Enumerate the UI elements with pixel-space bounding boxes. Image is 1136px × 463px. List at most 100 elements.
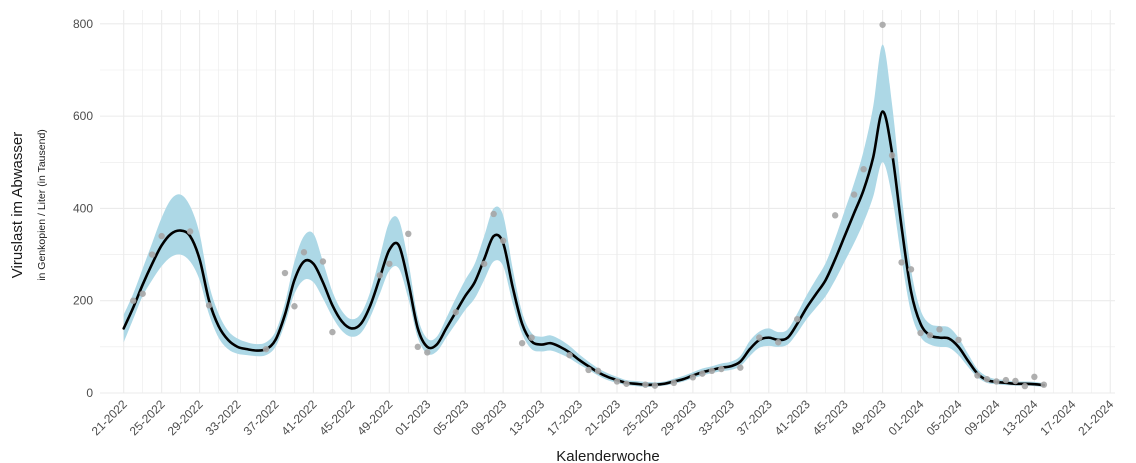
confidence-band-layer [123, 44, 1044, 388]
data-point [775, 339, 782, 346]
data-point [926, 332, 934, 339]
x-tick-label: 37-2023 [734, 397, 775, 438]
x-tick-label: 17-2023 [544, 397, 585, 438]
data-point [158, 232, 165, 240]
data-point [708, 367, 716, 375]
data-point [1040, 381, 1048, 388]
x-tick-label: 21-2024 [1075, 397, 1116, 438]
data-point [1021, 382, 1029, 390]
confidence-band [123, 44, 1044, 388]
x-tick-label: 33-2023 [696, 397, 737, 438]
data-point [319, 258, 327, 265]
data-point [898, 259, 905, 266]
data-point [651, 382, 659, 389]
x-tick-label: 05-2023 [430, 397, 471, 438]
x-tick-label: 21-2023 [582, 397, 623, 438]
data-point [756, 334, 763, 341]
data-point [186, 228, 194, 235]
grid [100, 10, 1115, 394]
x-tick-label: 01-2023 [392, 397, 433, 438]
data-point [983, 375, 991, 383]
data-point [737, 364, 744, 371]
data-point [888, 152, 896, 159]
data-point [262, 345, 270, 353]
x-tick-label: 09-2023 [468, 397, 509, 438]
data-point [405, 230, 412, 238]
data-point [642, 381, 649, 388]
x-tick-label: 37-2022 [241, 397, 282, 438]
data-point [955, 336, 962, 344]
y-axis-ticks: 0 200 400 600 800 [73, 17, 93, 400]
data-point [291, 303, 298, 310]
data-point [907, 266, 915, 273]
data-point [1012, 377, 1019, 385]
data-point [566, 351, 573, 359]
data-point [794, 315, 801, 323]
data-point [689, 374, 697, 381]
x-tick-label: 49-2022 [354, 397, 395, 438]
data-point [613, 378, 621, 385]
x-tick-label: 13-2024 [999, 397, 1040, 438]
y-axis-title: Viruslast im Abwasser [9, 132, 26, 278]
data-point [623, 380, 630, 387]
data-point [670, 379, 678, 387]
x-tick-label: 45-2023 [810, 397, 851, 438]
data-point [993, 378, 1000, 385]
x-tick-label: 13-2023 [506, 397, 547, 438]
x-axis-ticks: 21-202225-202229-202233-202237-202241-20… [89, 397, 1117, 438]
data-point [699, 370, 706, 377]
data-point [480, 260, 488, 267]
data-point [879, 21, 886, 28]
y-axis-subtitle: in Genkopien / Liter (in Tausend) [36, 129, 48, 281]
x-tick-label: 29-2023 [658, 397, 699, 438]
x-tick-label: 17-2024 [1037, 397, 1078, 438]
data-point [148, 251, 156, 258]
data-point [585, 366, 592, 374]
x-tick-label: 25-2023 [620, 397, 661, 438]
x-tick-label: 41-2022 [279, 397, 320, 438]
data-point [205, 302, 213, 309]
data-point [594, 367, 602, 375]
x-tick-label: 29-2022 [165, 397, 206, 438]
y-tick-label: 400 [73, 201, 93, 215]
x-tick-label: 33-2022 [203, 397, 244, 438]
x-tick-label: 45-2022 [316, 397, 357, 438]
data-point [414, 343, 421, 351]
data-point [917, 329, 924, 337]
y-tick-label: 0 [86, 386, 93, 400]
data-point [518, 339, 526, 347]
data-point [281, 269, 289, 277]
data-point [850, 191, 858, 198]
x-tick-label: 49-2023 [848, 397, 889, 438]
data-point [528, 334, 535, 341]
data-point [300, 249, 308, 256]
data-point [974, 372, 981, 379]
data-point [130, 297, 137, 304]
data-point [329, 328, 336, 336]
x-tick-label: 01-2024 [886, 397, 927, 438]
x-tick-label: 21-2022 [89, 397, 130, 438]
y-tick-label: 800 [73, 17, 93, 31]
x-axis-title: Kalenderwoche [556, 448, 659, 463]
y-tick-label: 200 [73, 294, 93, 308]
x-tick-label: 25-2022 [127, 397, 168, 438]
data-point [860, 165, 867, 173]
y-tick-label: 600 [73, 109, 93, 123]
data-point [386, 260, 393, 267]
data-point [139, 290, 146, 297]
data-point [424, 349, 431, 356]
data-point [1031, 373, 1038, 381]
data-point [376, 272, 384, 279]
data-point [499, 237, 507, 244]
x-tick-label: 05-2024 [924, 397, 965, 438]
data-point [1002, 376, 1010, 384]
data-point [718, 365, 725, 373]
x-tick-label: 09-2024 [962, 397, 1003, 438]
data-point [490, 210, 497, 218]
data-point [936, 326, 943, 333]
data-point [831, 212, 839, 219]
data-point [452, 309, 459, 316]
data-points-layer [130, 21, 1048, 390]
x-tick-label: 41-2023 [772, 397, 813, 438]
